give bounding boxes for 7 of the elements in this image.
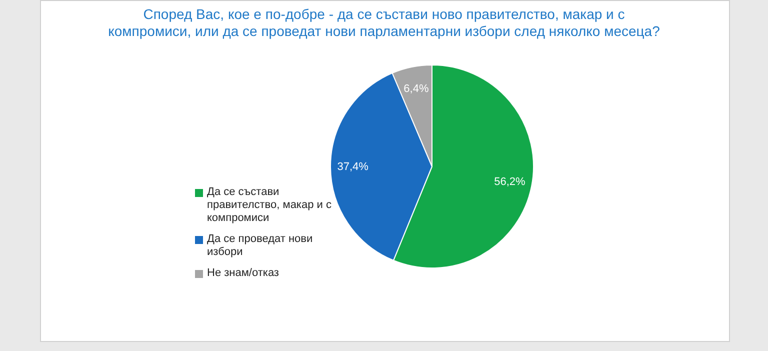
data-label: 56,2% [494,176,526,188]
chart-title: Според Вас, кое е по-добре - да се състави ново правителство, макар и с компромиси, или да се проведат нови парламентарни избори след няколко месеца? [107,6,661,40]
legend-label: Не знам/отказ [207,267,279,280]
data-label: 6,4% [404,82,429,95]
legend-label: Да се състави правителство, макар и с компромиси [207,186,332,225]
data-label: 37,4% [337,161,369,174]
legend-label: Да се проведат нови избори [207,233,314,259]
